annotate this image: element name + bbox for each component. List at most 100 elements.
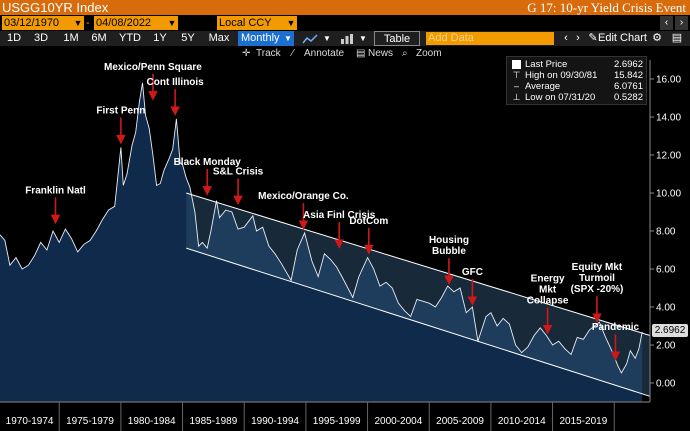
add-data-input[interactable]: Add Data [426,32,554,45]
annotation-6: Mexico/Orange Co. [258,191,349,230]
x-tick-label: 1990-1994 [251,416,299,427]
annotation-label: Housing [429,235,469,246]
period-1d-button[interactable]: 1D [6,32,22,44]
start-date-dropdown-icon[interactable]: ▼ [72,16,84,30]
annotation-label: Cont Illinois [147,77,205,88]
y-tick-label: 6.00 [656,265,676,276]
gear-icon[interactable]: ⚙ [652,32,662,44]
bar-type-dropdown-icon[interactable]: ▼ [359,34,367,43]
period-ytd-button[interactable]: YTD [119,32,141,44]
forward-arrow-icon[interactable]: › [576,32,580,44]
average-marker-icon: – [513,81,519,91]
annotation-4: Black Monday [174,157,242,196]
annotation-10: GFC [462,267,483,306]
x-tick-label: 1995-1999 [313,416,361,427]
annotation-label: Mkt [539,285,557,296]
legend-low-label: Low on 07/31/20 [525,92,596,103]
period-1m-button[interactable]: 1M [63,32,79,44]
chart-options-icon[interactable]: ▤ [671,32,683,44]
annotation-1: First Penn [96,106,145,145]
chart-toolbar: 1D 3D 1M 6M YTD 1Y 5Y Max Monthly ▼ ▼ ▼ … [0,31,690,46]
annotation-label: Equity Mkt [572,262,623,273]
y-tick-label: 8.00 [656,227,676,238]
x-tick-label: 1975-1979 [66,416,114,427]
annotation-label: Franklin Natl [25,185,86,196]
edit-chart-button[interactable]: Edit Chart [598,32,647,44]
legend-last-row: Last Price 2.6962 [511,59,645,70]
yield-series-line [0,82,643,374]
news-button[interactable]: News [368,48,394,59]
legend-low-row: ⊥ Low on 07/31/20 0.5282 [511,92,645,103]
period-5y-button[interactable]: 5Y [181,32,195,44]
zoom-button[interactable]: Zoom [416,48,442,59]
forward-icon[interactable]: › [675,16,688,30]
back-arrow-icon[interactable]: ‹ [564,32,568,44]
annotation-label: Bubble [432,246,466,257]
x-tick-label: 1970-1974 [6,416,54,427]
legend-average-row: – Average 6.0761 [511,81,645,92]
annotation-0: Franklin Natl [25,185,86,225]
legend-low-value: 0.5282 [613,92,643,103]
y-tick-label: 0.00 [656,379,676,390]
track-button[interactable]: Track [256,48,281,59]
annotation-label: Collapse [527,296,569,307]
legend-high-label: High on 09/30/81 [525,70,598,81]
table-button[interactable]: Table [374,31,420,46]
annotation-7: Asia Finl Crisis [303,210,376,249]
currency-select[interactable]: Local CCY [217,16,287,30]
y-tick-label: 14.00 [656,113,681,124]
annotation-label: Pandemic [592,322,640,333]
annotation-label: S&L Crisis [213,166,264,177]
annotation-label: DotCom [349,216,388,227]
start-date-field[interactable]: 03/12/1970 [2,16,74,30]
end-date-dropdown-icon[interactable]: ▼ [166,16,178,30]
annotate-icon[interactable]: ⁄ [292,48,294,59]
end-date-field[interactable]: 04/08/2022 [94,16,168,30]
legend-box: Last Price 2.6962 ⊤ High on 09/30/81 15.… [506,56,647,105]
x-tick-label: 1985-1989 [189,416,237,427]
legend-last-label: Last Price [525,59,568,70]
y-tick-label: 2.00 [656,341,676,352]
title-bar: USGG10YR Index G 17: 10-yr Yield Crisis … [0,0,690,15]
back-icon[interactable]: ‹ [660,16,673,30]
annotation-label: First Penn [96,106,145,117]
annotate-button[interactable]: Annotate [304,48,345,59]
period-1y-button[interactable]: 1Y [153,32,167,44]
trend-channel-fill [186,193,650,397]
line-chart-icon[interactable] [300,31,320,46]
bar-chart-icon[interactable] [338,31,356,46]
yield-area-fill [0,82,643,403]
security-ticker[interactable]: USGG10YR Index [2,0,109,15]
annotation-label: GFC [462,267,483,278]
news-icon[interactable]: ▤ [356,48,366,59]
pencil-icon[interactable]: ✎ [588,32,598,44]
frequency-select[interactable]: Monthly [238,31,290,46]
chart-type-dropdown-icon[interactable]: ▼ [323,34,331,43]
annotation-label: Black Monday [174,157,242,168]
high-marker-icon: ⊤ [512,70,521,80]
period-6m-button[interactable]: 6M [91,32,107,44]
last-price-tag: 2.6962 [652,324,688,337]
y-tick-label: 16.00 [656,75,681,86]
y-tick-label: 10.00 [656,189,681,200]
annotation-3: Cont Illinois [147,77,205,116]
y-tick-label: 12.00 [656,151,681,162]
period-max-button[interactable]: Max [208,32,230,44]
annotation-label: Energy [531,274,565,285]
legend-high-value: 15.842 [613,70,643,81]
crosshair-icon[interactable]: ✛ [242,48,251,59]
x-tick-label: 2005-2009 [436,416,484,427]
frequency-dropdown-icon[interactable]: ▼ [282,31,294,46]
currency-dropdown-icon[interactable]: ▼ [285,16,297,30]
period-3d-button[interactable]: 3D [33,32,49,44]
x-tick-label: 2010-2014 [498,416,546,427]
annotation-label: (SPX -20%) [571,284,624,295]
magnifier-icon[interactable]: ⌕ [402,48,408,59]
chart-title: G 17: 10-yr Yield Crisis Event [527,0,686,15]
annotation-label: Turmoil [579,273,615,284]
annotation-label: Mexico/Penn Square [104,62,202,73]
last-price-swatch-icon [512,60,521,69]
x-tick-label: 2015-2019 [559,416,607,427]
